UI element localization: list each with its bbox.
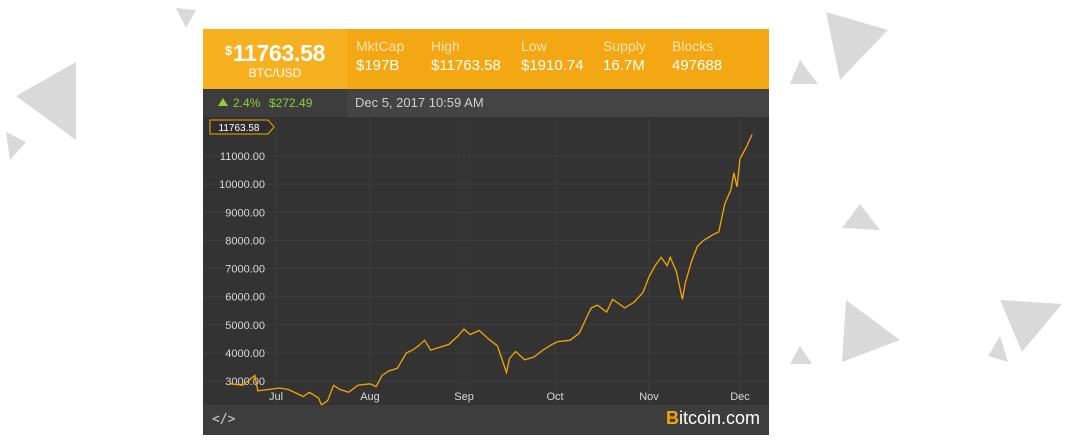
stat-value: $197B — [356, 57, 400, 74]
price-change: 2.4% $272.49 — [203, 89, 347, 117]
change-amount: $272.49 — [269, 96, 313, 110]
bg-triangle — [6, 132, 26, 160]
bg-triangle — [842, 204, 880, 230]
stat-label: Low — [521, 38, 547, 54]
bg-triangle — [16, 62, 76, 140]
up-arrow-icon — [218, 98, 228, 106]
x-tick-label: Oct — [546, 391, 563, 403]
timestamp: Dec 5, 2017 10:59 AM — [355, 95, 484, 110]
bg-triangle — [988, 336, 1008, 362]
y-tick-label: 3000.00 — [225, 376, 265, 388]
stat-value: 16.7M — [603, 57, 645, 74]
bitcoin-com-logo[interactable]: Bitcoin.com — [666, 408, 760, 429]
y-tick-label: 6000.00 — [225, 292, 265, 304]
current-price-badge — [209, 119, 275, 135]
widget-footer: </> Bitcoin.com — [203, 405, 769, 435]
bg-triangle — [790, 346, 812, 364]
stat-value: $11763.58 — [431, 57, 501, 74]
y-tick-label: 7000.00 — [225, 264, 265, 276]
y-tick-label: 5000.00 — [225, 320, 265, 332]
ticker-header: $11763.58 BTC/USD MktCap $197B High $117… — [203, 29, 769, 89]
bg-triangle — [1000, 300, 1062, 352]
bg-triangle — [842, 300, 900, 362]
stat-label: Blocks — [672, 38, 714, 54]
y-axis: 3000.00 4000.00 5000.00 6000.00 7000.00 8000.… — [219, 151, 265, 388]
x-axis: Jul Aug Sep Oct Nov Dec — [269, 391, 750, 403]
stat-blocks: Blocks 497688 — [672, 38, 722, 74]
stat-label: High — [431, 38, 460, 54]
stat-mktcap: MktCap $197B — [356, 38, 404, 74]
price-value: 11763.58 — [232, 40, 326, 66]
price-line — [230, 134, 753, 405]
stat-value: $1910.74 — [521, 57, 584, 74]
x-tick-label: Dec — [730, 391, 750, 403]
y-tick-label: 10000.00 — [219, 179, 265, 191]
bg-triangle — [790, 60, 818, 84]
x-tick-label: Jul — [269, 391, 283, 403]
y-tick-label: 11000.00 — [220, 151, 265, 163]
y-tick-label: 9000.00 — [225, 207, 265, 219]
currency-pair: BTC/USD — [248, 66, 302, 80]
price-box: $11763.58 BTC/USD — [203, 29, 347, 89]
currency-symbol: $ — [224, 43, 232, 58]
price-chart[interactable]: 3000.00 4000.00 5000.00 6000.00 7000.00 8000.… — [203, 117, 769, 405]
logo-text: itcoin.com — [678, 408, 760, 428]
bg-triangle — [826, 12, 888, 80]
current-price-label: 11763.58 — [219, 123, 260, 134]
bg-triangle — [176, 8, 196, 28]
x-tick-label: Sep — [454, 391, 474, 403]
embed-code-button[interactable]: </> — [212, 412, 236, 427]
change-percent: 2.4% — [233, 96, 261, 110]
stat-low: Low $1910.74 — [521, 38, 584, 74]
x-tick-label: Nov — [639, 391, 659, 403]
chart-grid — [203, 117, 769, 405]
stat-label: Supply — [603, 38, 646, 54]
current-price: $11763.58 — [203, 40, 347, 67]
x-tick-label: Aug — [360, 391, 380, 403]
stat-label: MktCap — [356, 38, 405, 54]
change-bar: 2.4% $272.49 Dec 5, 2017 10:59 AM — [203, 89, 769, 117]
stat-value: 497688 — [672, 57, 723, 74]
btc-price-widget: $11763.58 BTC/USD MktCap $197B High $117… — [203, 29, 769, 435]
stat-supply: Supply 16.7M — [603, 38, 646, 74]
logo-b: B — [665, 408, 679, 428]
current-price-marker: 11763.58 — [209, 119, 275, 135]
y-tick-label: 8000.00 — [225, 235, 265, 247]
y-tick-label: 4000.00 — [225, 348, 265, 360]
stat-high: High $11763.58 — [431, 38, 501, 74]
